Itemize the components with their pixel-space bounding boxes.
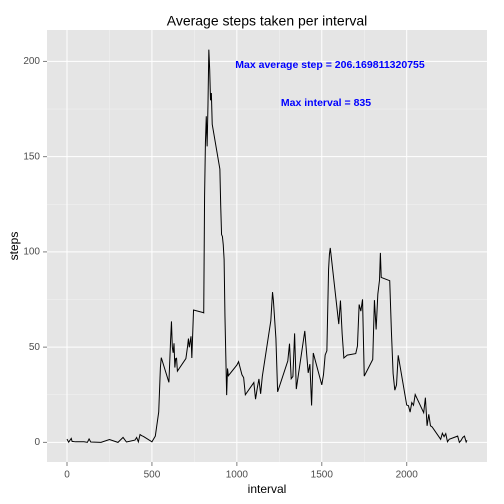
panel bbox=[47, 30, 487, 462]
annotation: Max interval = 835 bbox=[281, 97, 371, 109]
data-line bbox=[66, 49, 468, 444]
y-tick-label: 150 bbox=[23, 151, 40, 162]
y-tick-label: 200 bbox=[23, 56, 40, 67]
y-tick-label: 50 bbox=[29, 342, 41, 353]
x-tick-label: 0 bbox=[64, 470, 70, 481]
x-axis-label: interval bbox=[248, 482, 287, 496]
x-tick-label: 1000 bbox=[226, 470, 249, 481]
x-tick-label: 1500 bbox=[311, 470, 334, 481]
x-tick-label: 2000 bbox=[396, 470, 419, 481]
x-tick-label: 500 bbox=[144, 470, 161, 481]
y-tick-label: 0 bbox=[34, 437, 40, 448]
chart-title: Average steps taken per interval bbox=[167, 13, 368, 29]
annotation: Max average step = 206.169811320755 bbox=[235, 59, 425, 71]
y-tick-label: 100 bbox=[23, 247, 40, 258]
y-axis-label: steps bbox=[7, 232, 21, 261]
